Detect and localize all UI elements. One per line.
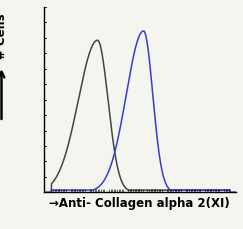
X-axis label: →Anti- Collagen alpha 2(XI): →Anti- Collagen alpha 2(XI) xyxy=(49,196,230,210)
Text: # Cells: # Cells xyxy=(0,13,8,59)
